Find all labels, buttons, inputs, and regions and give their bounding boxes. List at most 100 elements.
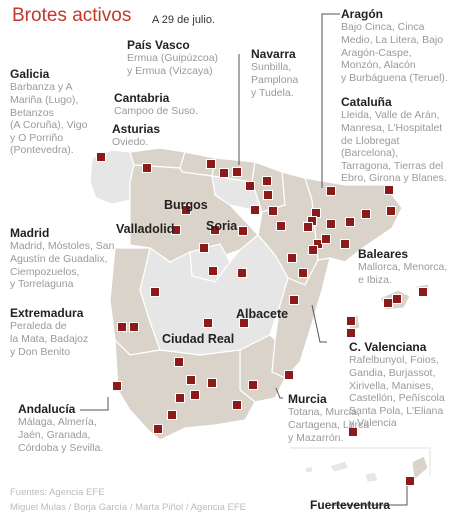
region-places-line: y O Porriño bbox=[10, 131, 64, 144]
outbreak-marker bbox=[181, 205, 191, 215]
callout-lines bbox=[80, 13, 408, 506]
region-places-line: Santa Pola, L'Eliana bbox=[349, 404, 444, 417]
outbreak-marker bbox=[263, 190, 273, 200]
city-albacete: Albacete bbox=[236, 307, 289, 321]
region-name: Navarra bbox=[251, 47, 296, 61]
map-title: Brotes activos bbox=[12, 5, 132, 26]
outbreak-marker bbox=[219, 168, 229, 178]
region-places-line: Tarragona, Tierras del bbox=[341, 159, 444, 172]
outbreak-marker bbox=[207, 378, 217, 388]
region-places-line: Ciempozuelos, bbox=[10, 265, 80, 278]
outbreak-marker bbox=[326, 186, 336, 196]
region-places-line: (A Coruña), Vigo bbox=[10, 119, 88, 132]
region-label-pais-vasco: País Vasco Ermua (Guipúzcoa) y Ermua (Vizc… bbox=[127, 38, 218, 78]
outbreak-marker bbox=[287, 253, 297, 263]
region-places-line: y Ermua (Vizcaya) bbox=[127, 64, 213, 77]
outbreak-marker bbox=[321, 234, 331, 244]
outbreak-marker bbox=[175, 393, 185, 403]
outbreak-marker bbox=[386, 206, 396, 216]
region-places-line: (Barcelona), bbox=[341, 147, 399, 160]
outbreak-marker bbox=[245, 181, 255, 191]
outbreak-marker bbox=[303, 222, 313, 232]
outbreak-marker bbox=[171, 225, 181, 235]
outbreak-marker bbox=[298, 268, 308, 278]
region-places-line: y Tudela. bbox=[251, 86, 294, 99]
region-places-line: Oviedo. bbox=[112, 136, 149, 149]
region-places-line: Peraleda de bbox=[10, 320, 67, 333]
region-places-line: (Pontevedra). bbox=[10, 144, 74, 157]
region-name: Baleares bbox=[358, 247, 409, 261]
outbreak-marker bbox=[117, 322, 127, 332]
outbreak-marker bbox=[190, 390, 200, 400]
region-shape-canary-west bbox=[304, 465, 314, 474]
outbreak-marker bbox=[232, 167, 242, 177]
canary-inset-separator bbox=[290, 447, 431, 475]
outbreak-marker bbox=[232, 400, 242, 410]
region-label-c-valenciana: C. Valenciana Rafelbunyol, Foios, Gandia, … bbox=[349, 340, 445, 430]
outbreak-marker bbox=[289, 295, 299, 305]
region-places-line: Totana, Murcia, bbox=[288, 406, 360, 419]
outbreak-marker bbox=[262, 176, 272, 186]
region-places-line: y Burbáguena (Teruel). bbox=[341, 71, 448, 84]
region-places-line: Málaga, Almería, bbox=[18, 416, 97, 429]
region-label-asturias: Asturias Oviedo. bbox=[112, 122, 160, 149]
callout-line bbox=[80, 397, 109, 411]
outbreak-marker bbox=[167, 410, 177, 420]
outbreak-marker bbox=[248, 380, 258, 390]
outbreak-marker bbox=[96, 152, 106, 162]
region-places-line: Córdoba y Sevilla. bbox=[18, 441, 104, 454]
region-places-line: Gandia, Burjassot, bbox=[349, 366, 436, 379]
region-label-galicia: Galicia Barbanza y A Mariña (Lugo), Betanzo… bbox=[10, 67, 87, 157]
outbreak-marker bbox=[142, 163, 152, 173]
region-label-navarra: Navarra Sunbilla, Pamplona y Tudela. bbox=[251, 47, 298, 99]
outbreak-marker bbox=[340, 239, 350, 249]
outbreak-marker bbox=[276, 221, 286, 231]
outbreak-marker bbox=[284, 370, 294, 380]
region-places-line: de Llobregat bbox=[341, 134, 400, 147]
region-places-line: Agustín de Guadalix, bbox=[10, 252, 108, 265]
outbreak-markers bbox=[96, 152, 428, 486]
outbreak-marker bbox=[208, 266, 218, 276]
outbreak-marker bbox=[150, 287, 160, 297]
outbreak-marker bbox=[345, 217, 355, 227]
city-soria: Soria bbox=[206, 219, 238, 233]
city-valladolid: Valladolid bbox=[116, 222, 175, 236]
outbreak-marker bbox=[129, 322, 139, 332]
outbreak-marker bbox=[361, 209, 371, 219]
credits-authors: Miguel Mulas / Borja García / Marta Piño… bbox=[10, 502, 247, 514]
region-places-line: Pamplona bbox=[251, 73, 299, 86]
outbreak-marker bbox=[418, 287, 428, 297]
outbreak-marker bbox=[174, 357, 184, 367]
callout-line bbox=[321, 13, 340, 188]
outbreak-marker bbox=[308, 245, 318, 255]
outbreak-marker bbox=[392, 294, 402, 304]
callout-line bbox=[331, 480, 408, 506]
outbreak-marker bbox=[239, 318, 249, 328]
region-places-line: Ebro, Girona y Blanes. bbox=[341, 172, 447, 185]
region-name: Aragón bbox=[341, 7, 383, 21]
region-shape-fuerteventura bbox=[411, 455, 429, 481]
outbreak-marker bbox=[326, 219, 336, 229]
region-label-aragon: Aragón Bajo Cinca, Cinca Medio, La Litera,… bbox=[341, 7, 448, 84]
outbreak-marker bbox=[250, 205, 260, 215]
region-places-line: Mariña (Lugo), bbox=[10, 93, 79, 106]
region-places-line: la Mata, Badajoz bbox=[10, 332, 89, 345]
region-places-line: Lleida, Valle de Arán, bbox=[341, 109, 440, 122]
region-places-line: y Torrelaguna bbox=[10, 278, 74, 291]
region-name: Murcia bbox=[288, 392, 327, 406]
outbreak-marker bbox=[186, 375, 196, 385]
region-places-line: Ermua (Guipúzcoa) bbox=[127, 52, 219, 65]
outbreak-marker bbox=[348, 427, 358, 437]
region-places-line: Monzón, Alacón bbox=[341, 59, 416, 72]
region-places-line: e Ibiza. bbox=[358, 273, 392, 286]
city-burgos: Burgos bbox=[164, 198, 208, 212]
region-places-line: Mallorca, Menorca, bbox=[358, 261, 448, 274]
region-places-line: Betanzos bbox=[10, 106, 54, 119]
region-label-madrid: Madrid Madrid, Móstoles, San Agustín de Gu… bbox=[10, 226, 114, 291]
callout-line bbox=[311, 304, 327, 343]
outbreak-marker bbox=[206, 159, 216, 169]
region-name: Extremadura bbox=[10, 306, 84, 320]
outbreak-marker bbox=[346, 328, 356, 338]
callout-line bbox=[275, 387, 283, 399]
